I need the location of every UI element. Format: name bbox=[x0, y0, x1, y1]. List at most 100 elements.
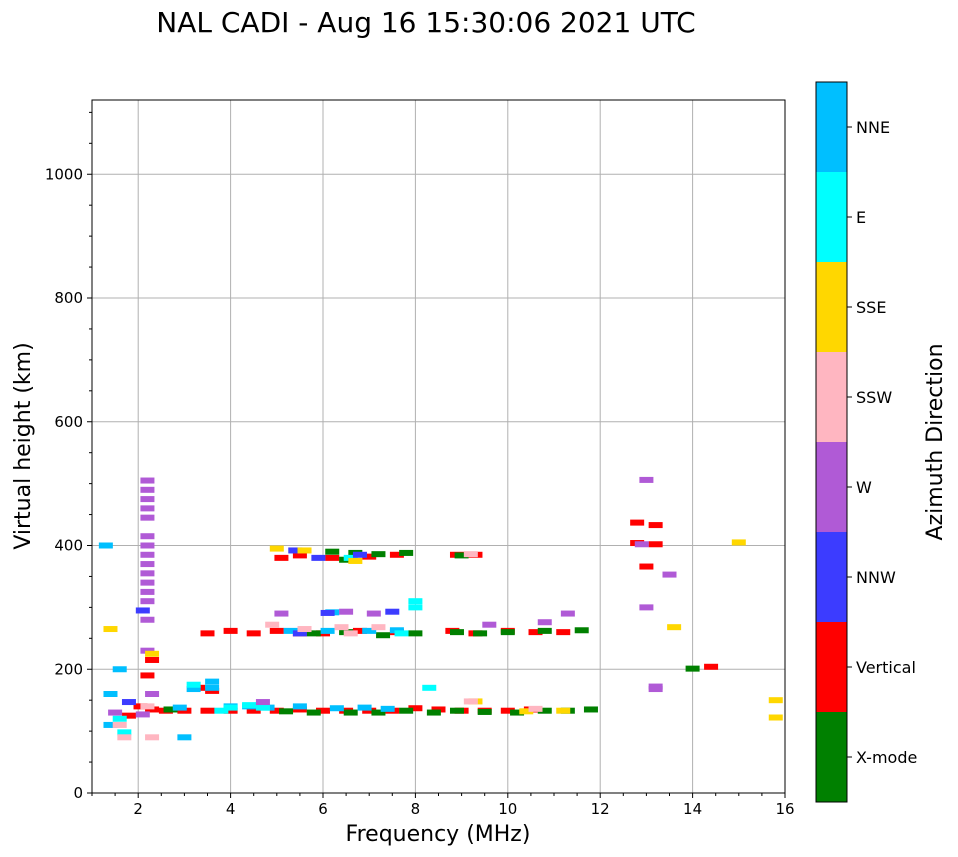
data-point bbox=[140, 616, 155, 623]
data-point bbox=[186, 681, 201, 688]
data-point bbox=[297, 547, 312, 554]
data-point bbox=[528, 629, 543, 636]
data-point bbox=[163, 706, 178, 713]
data-point bbox=[426, 709, 441, 716]
data-point bbox=[389, 627, 404, 634]
y-tick-label: 200 bbox=[54, 660, 83, 678]
data-point bbox=[223, 704, 238, 711]
data-point bbox=[103, 626, 118, 633]
colorbar: X-mode Vertical NNW W SSW SSE E NNE bbox=[815, 81, 917, 803]
data-point bbox=[205, 687, 220, 694]
colorbar-segment bbox=[816, 352, 847, 442]
data-point bbox=[255, 704, 270, 711]
data-point bbox=[292, 703, 307, 710]
data-point bbox=[408, 598, 423, 605]
data-point bbox=[135, 607, 150, 614]
data-point bbox=[389, 551, 404, 558]
colorbar-segment bbox=[816, 262, 847, 352]
data-point bbox=[422, 684, 437, 691]
data-point bbox=[371, 624, 386, 631]
series-ssw bbox=[112, 551, 543, 741]
data-point bbox=[380, 705, 395, 712]
data-point bbox=[454, 552, 469, 559]
x-tick-label: 14 bbox=[683, 800, 702, 818]
data-point bbox=[639, 604, 654, 611]
data-point bbox=[648, 522, 663, 529]
data-point bbox=[343, 554, 358, 561]
data-point bbox=[140, 486, 155, 493]
data-point bbox=[731, 539, 746, 546]
data-point bbox=[177, 707, 192, 714]
data-point bbox=[500, 629, 515, 636]
y-axis-label: Virtual height (km) bbox=[11, 342, 36, 549]
y-axis: 0 200 400 600 800 1000 bbox=[45, 111, 92, 802]
data-point bbox=[431, 706, 446, 713]
data-point bbox=[510, 709, 525, 716]
data-point bbox=[112, 715, 127, 722]
data-point bbox=[288, 547, 303, 554]
y-tick-label: 400 bbox=[54, 537, 83, 555]
data-point bbox=[242, 702, 257, 709]
data-point bbox=[362, 553, 377, 560]
colorbar-label: SSE bbox=[856, 298, 886, 317]
data-point bbox=[140, 514, 155, 521]
data-point bbox=[246, 707, 261, 714]
data-point bbox=[667, 624, 682, 631]
data-point bbox=[145, 650, 160, 657]
data-point bbox=[145, 734, 160, 741]
data-point bbox=[685, 665, 700, 672]
data-point bbox=[639, 563, 654, 570]
data-point bbox=[537, 627, 552, 634]
data-point bbox=[140, 533, 155, 540]
data-point bbox=[320, 609, 335, 616]
data-point bbox=[140, 579, 155, 586]
x-tick-label: 2 bbox=[133, 800, 143, 818]
colorbar-frame bbox=[815, 81, 848, 803]
data-point bbox=[255, 699, 270, 706]
data-point bbox=[112, 721, 127, 728]
data-point bbox=[482, 621, 497, 628]
data-point bbox=[246, 630, 261, 637]
grid bbox=[92, 100, 786, 794]
x-tick-label: 12 bbox=[591, 800, 610, 818]
data-point bbox=[352, 627, 367, 634]
data-point bbox=[528, 705, 543, 712]
data-point bbox=[140, 551, 155, 558]
data-point bbox=[519, 708, 534, 715]
data-point bbox=[371, 551, 386, 558]
x-axis: 2 4 6 8 10 12 14 16 bbox=[91, 793, 795, 818]
data-point bbox=[269, 707, 284, 714]
data-point bbox=[103, 721, 118, 728]
data-point bbox=[306, 709, 321, 716]
data-point bbox=[145, 691, 160, 697]
x-tick-label: 8 bbox=[411, 800, 421, 818]
data-point bbox=[357, 704, 372, 711]
data-point bbox=[320, 627, 335, 634]
colorbar-segment bbox=[816, 532, 847, 622]
data-point bbox=[352, 551, 367, 558]
data-point bbox=[274, 554, 289, 561]
data-point bbox=[140, 561, 155, 568]
data-point bbox=[140, 703, 155, 710]
data-point bbox=[103, 691, 118, 697]
data-point bbox=[648, 686, 663, 693]
data-point bbox=[121, 712, 136, 719]
data-point bbox=[121, 699, 136, 706]
data-point bbox=[385, 608, 400, 615]
colorbar-label: SSW bbox=[856, 388, 892, 407]
data-point bbox=[265, 621, 280, 628]
data-point bbox=[399, 707, 414, 714]
data-point bbox=[334, 624, 349, 631]
data-point bbox=[662, 571, 677, 578]
chart-title: NAL CADI - Aug 16 15:30:06 2021 UTC bbox=[156, 6, 695, 39]
y-tick-label: 1000 bbox=[45, 165, 83, 183]
data-point bbox=[648, 541, 663, 548]
data-point bbox=[343, 709, 358, 716]
data-point bbox=[140, 496, 155, 503]
data-point bbox=[172, 704, 187, 711]
data-point bbox=[537, 619, 552, 626]
data-point bbox=[556, 629, 571, 636]
data-point bbox=[362, 627, 377, 634]
y-tick-label: 0 bbox=[73, 784, 83, 802]
data-point bbox=[283, 627, 298, 634]
